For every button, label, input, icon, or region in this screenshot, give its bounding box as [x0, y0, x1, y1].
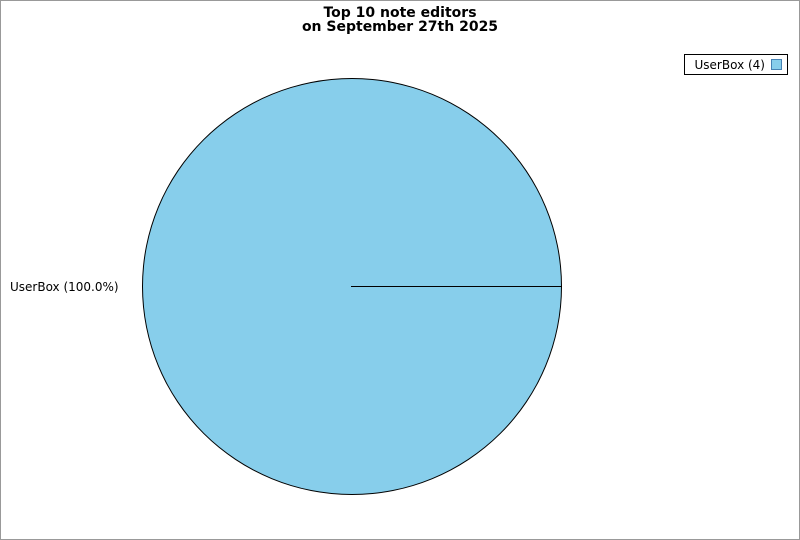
legend-entry-label: UserBox (4)	[694, 57, 765, 72]
chart-title-line-2: on September 27th 2025	[301, 19, 499, 35]
pie-slice-boundary-line	[351, 286, 561, 287]
pie-slice-label: UserBox (100.0%)	[10, 280, 119, 294]
chart-title: Top 10 note editors on September 27th 20…	[1, 6, 799, 34]
chart-title-line-1: Top 10 note editors	[323, 5, 477, 21]
pie-color-swatch-icon	[771, 59, 782, 70]
legend: UserBox (4)	[684, 54, 788, 75]
